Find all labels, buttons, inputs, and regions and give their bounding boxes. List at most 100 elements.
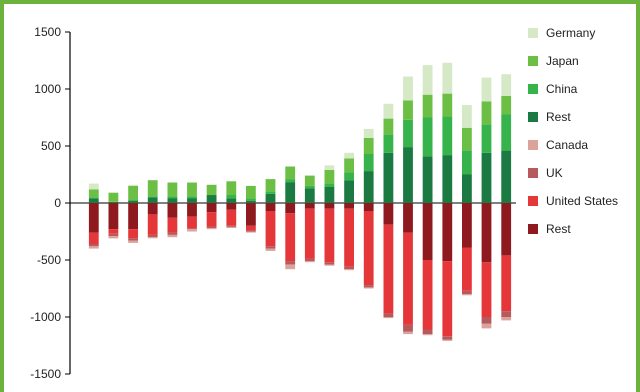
bar-segment <box>265 203 276 211</box>
bar-segment <box>88 198 99 203</box>
bar-segment <box>403 203 413 233</box>
bar-segment <box>501 255 512 312</box>
bar-segment <box>442 339 453 341</box>
bar-segment <box>383 103 394 119</box>
bar-segment <box>442 62 453 94</box>
bar-segment <box>422 94 433 118</box>
bar-segment <box>285 261 296 265</box>
y-tick-label: 1000 <box>34 82 61 96</box>
bar-segment <box>304 208 315 259</box>
bar-segment <box>246 198 256 201</box>
bar-segment <box>462 290 472 295</box>
bar-segment <box>187 228 197 230</box>
y-tick-label: 1500 <box>34 25 61 39</box>
bar-segment <box>246 225 256 231</box>
bar-segment <box>226 225 237 227</box>
bar-segment <box>285 203 296 214</box>
bar-segment <box>422 156 433 203</box>
bar-segment <box>481 262 492 317</box>
bar-segment <box>442 336 453 340</box>
bar-segment <box>108 201 119 203</box>
bar-segment <box>304 175 315 186</box>
bar-segment <box>265 179 276 192</box>
bar-segment <box>304 188 315 203</box>
bar-segment <box>501 203 512 256</box>
bar-segment <box>344 152 354 159</box>
bar-segment <box>363 138 374 154</box>
bar-segment <box>363 203 374 211</box>
bar-segment <box>403 100 413 120</box>
bar-segment <box>187 196 197 199</box>
bar-segment <box>265 193 276 203</box>
bar-segment <box>147 203 158 215</box>
bar-segment <box>383 203 394 225</box>
bar-segment <box>108 229 119 234</box>
bar-segment <box>442 93 453 117</box>
bar-segment <box>403 76 413 101</box>
bar-segment <box>344 266 354 270</box>
bar-segment <box>383 152 394 203</box>
bar-segment <box>422 334 433 336</box>
legend-label: Canada <box>546 138 588 152</box>
bar-segment <box>462 203 472 248</box>
bar-segment <box>108 203 119 230</box>
bar-segment <box>88 244 99 247</box>
bar-segment <box>285 166 296 179</box>
bar-segment <box>285 179 296 183</box>
bar-segment <box>344 208 354 267</box>
bar-segment <box>226 209 237 226</box>
bar-segment <box>422 117 433 157</box>
bar-segment <box>324 264 335 266</box>
bar-segment <box>187 182 197 197</box>
bar-segment <box>88 183 99 190</box>
bar-segment <box>128 199 138 201</box>
bar-segment <box>383 118 394 135</box>
bar-segment <box>501 317 512 321</box>
bar-segment <box>403 331 413 335</box>
bar-segment <box>147 197 158 203</box>
bar-segment <box>206 195 217 203</box>
bar-segment <box>265 211 276 247</box>
legend-label: Japan <box>546 54 579 68</box>
bar-segment <box>108 192 119 202</box>
bar-segment <box>147 196 158 198</box>
bar-segment <box>383 313 394 317</box>
y-tick-label: -1000 <box>30 310 61 324</box>
bar-segment <box>324 187 335 203</box>
bar-segment <box>462 247 472 291</box>
bar-segment <box>167 198 178 203</box>
bar-segment <box>363 154 374 172</box>
bar-segment <box>442 116 453 156</box>
bar-segment <box>246 203 256 226</box>
bar-segment <box>128 229 138 239</box>
legend-swatch <box>528 168 538 178</box>
bar-segment <box>226 181 237 195</box>
bar-segment <box>501 150 512 203</box>
legend-swatch <box>528 196 538 206</box>
bar-segment <box>501 95 512 114</box>
bar-segment <box>128 238 138 241</box>
legend-swatch <box>528 140 538 150</box>
bar-segment <box>363 285 374 288</box>
chart-panel: 1500 1000 500 0 -500 -1000 -1500 Germany Japan Ch… <box>4 4 636 392</box>
bar-segment <box>285 213 296 262</box>
bar-segment <box>383 317 394 319</box>
bar-segment <box>442 203 453 262</box>
bar-segment <box>108 233 119 237</box>
bar-segment <box>462 127 472 151</box>
y-tick-label: 0 <box>54 196 61 210</box>
bar-segment <box>481 317 492 324</box>
bar-segment <box>501 311 512 317</box>
bar-segment <box>481 203 492 263</box>
bar-segment <box>128 240 138 243</box>
legend-label: UK <box>546 166 563 180</box>
legend-label: Rest <box>546 110 571 124</box>
bar-segment <box>501 74 512 96</box>
bar-segment <box>206 212 217 227</box>
bar-segment <box>206 203 217 213</box>
bar-segment <box>147 214 158 235</box>
y-tick-label: 500 <box>41 139 61 153</box>
bar-segment <box>344 203 354 209</box>
bar-segment <box>403 147 413 203</box>
bar-segment <box>147 234 158 238</box>
